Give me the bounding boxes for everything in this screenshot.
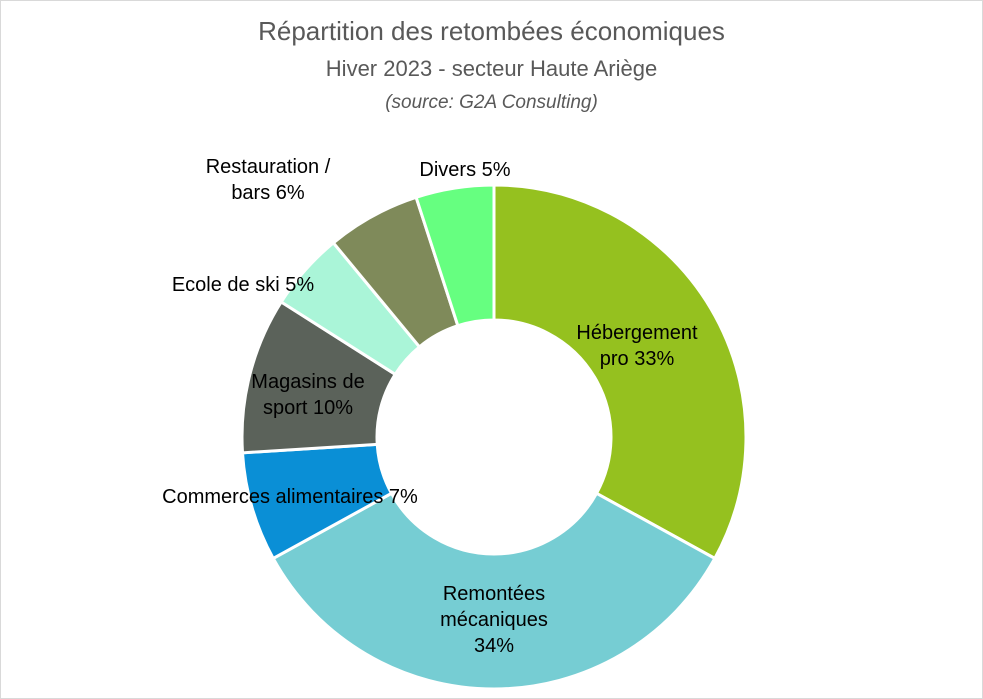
category-label: Restauration / bars	[205, 156, 331, 204]
category-label: Hébergement pro	[576, 322, 698, 370]
value-label: 6%	[275, 182, 305, 204]
category-label: Magasins de sport	[251, 371, 365, 419]
value-label: 10%	[313, 397, 354, 419]
slice-label: Remontées mécaniques 34%	[419, 581, 569, 659]
slice-label: Magasins de sport 10%	[243, 369, 373, 421]
category-label: Divers	[419, 159, 477, 181]
slice-label: Commerces alimentaires 7%	[135, 484, 445, 510]
slice-label: Restauration / bars 6%	[193, 154, 343, 206]
category-label: Ecole de ski	[171, 274, 280, 296]
slice-label: Divers 5%	[395, 157, 535, 183]
chart-title: Répartition des retombées économiques	[258, 16, 725, 46]
donut-slice	[492, 183, 748, 561]
slice-label: Hébergement pro 33%	[567, 320, 707, 372]
chart-subtitle: Hiver 2023 - secteur Haute Ariège	[325, 56, 658, 81]
value-label: 34%	[473, 635, 515, 657]
value-label: 5%	[285, 274, 315, 296]
value-label: 33%	[634, 348, 675, 370]
slice-label: Ecole de ski 5%	[128, 272, 358, 298]
donut-slice	[414, 183, 496, 328]
donut-slice	[271, 491, 717, 691]
category-label: Commerces alimentaires	[162, 486, 384, 508]
value-label: 5%	[481, 159, 511, 181]
category-label: Remontées mécaniques	[440, 583, 548, 631]
value-label: 7%	[388, 486, 418, 508]
chart-source: (source: G2A Consulting)	[385, 92, 598, 113]
